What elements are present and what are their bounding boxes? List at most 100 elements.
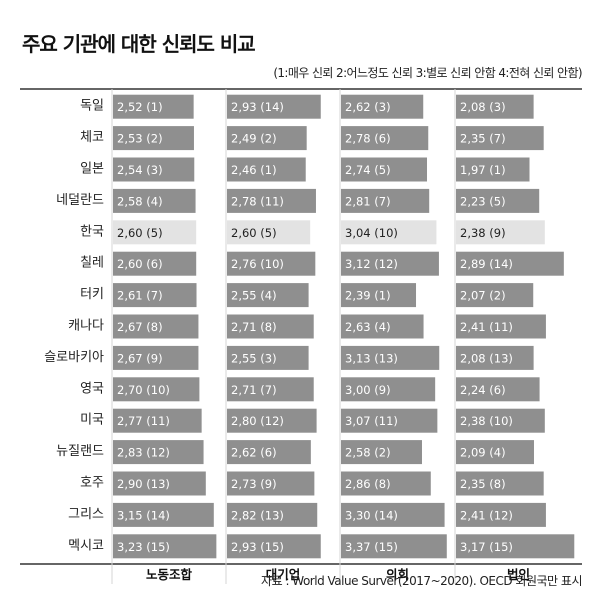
bar: [113, 220, 197, 245]
bar: [113, 126, 194, 151]
bar-value-label: 2,58 (2): [345, 446, 391, 460]
bar: [456, 283, 534, 308]
bar-value-label: 2,93 (14): [231, 100, 284, 114]
bar-value-label: 2,62 (3): [345, 100, 391, 114]
bar-value-label: 3,00 (9): [345, 383, 391, 397]
bar: [113, 377, 200, 402]
bar: [227, 502, 318, 527]
bar-value-label: 2,49 (2): [231, 132, 277, 146]
panel-title: 법인: [507, 567, 530, 582]
bar: [227, 251, 316, 276]
bar-value-label: 2,80 (12): [231, 414, 284, 428]
country-label: 그리스: [68, 507, 104, 522]
bar-value-label: 2,38 (10): [460, 414, 513, 428]
bar: [456, 188, 540, 213]
bar-value-label: 2,23 (5): [460, 194, 506, 208]
bar-value-label: 2,58 (4): [117, 194, 163, 208]
country-label: 캐나다: [68, 319, 104, 334]
bar: [113, 502, 214, 527]
bar: [456, 345, 534, 370]
bar: [113, 251, 197, 276]
bar: [456, 471, 544, 496]
bar: [341, 188, 430, 213]
bar-value-label: 3,07 (11): [345, 414, 398, 428]
country-label: 네덜란드: [56, 193, 104, 208]
bar: [341, 94, 424, 119]
bar: [227, 314, 314, 339]
country-label: 터키: [80, 287, 104, 302]
bar: [456, 220, 545, 245]
bar-value-label: 2,46 (1): [231, 163, 277, 177]
bar: [341, 502, 445, 527]
bar: [341, 220, 437, 245]
bar-value-label: 3,17 (15): [460, 540, 513, 554]
bar-value-label: 2,71 (8): [231, 320, 277, 334]
bar-value-label: 2,78 (11): [231, 194, 284, 208]
bar: [456, 251, 564, 276]
bar-value-label: 2,86 (8): [345, 477, 391, 491]
country-label: 뉴질랜드: [56, 444, 104, 459]
bar: [113, 188, 196, 213]
bar: [227, 220, 311, 245]
bar: [456, 440, 534, 465]
bar: [341, 251, 439, 276]
bar: [227, 534, 321, 559]
bar: [341, 440, 422, 465]
bar: [113, 408, 202, 433]
bar: [227, 345, 309, 370]
country-label: 체코: [80, 130, 104, 145]
panel-title: 의회: [386, 567, 409, 582]
bar-value-label: 2,70 (10): [117, 383, 170, 397]
bar: [113, 157, 195, 182]
bar: [227, 377, 314, 402]
panel-title: 노동조합: [146, 567, 193, 582]
bar-value-label: 3,15 (14): [117, 508, 170, 522]
bar-value-label: 2,07 (2): [460, 289, 506, 303]
bar-value-label: 2,53 (2): [117, 132, 163, 146]
bar: [227, 157, 306, 182]
panel-title: 대기업: [266, 567, 301, 582]
bar: [113, 283, 197, 308]
bar: [227, 283, 309, 308]
bar: [341, 314, 424, 339]
bar: [341, 471, 431, 496]
bar-value-label: 2,62 (6): [231, 446, 277, 460]
country-label: 한국: [80, 224, 104, 239]
bar: [341, 377, 436, 402]
bar-value-label: 2,08 (3): [460, 100, 506, 114]
bar-value-label: 2,90 (13): [117, 477, 170, 491]
bar-value-label: 2,24 (6): [460, 383, 506, 397]
country-label: 미국: [80, 413, 104, 428]
bar-value-label: 2,41 (11): [460, 320, 513, 334]
bar-value-label: 3,37 (15): [345, 540, 398, 554]
bar-value-label: 2,78 (6): [345, 132, 391, 146]
bar: [456, 94, 534, 119]
bar: [341, 157, 428, 182]
bar-value-label: 2,54 (3): [117, 163, 163, 177]
country-label: 영국: [80, 381, 104, 396]
bar: [456, 502, 546, 527]
bar-value-label: 2,89 (14): [460, 257, 513, 271]
bar-value-label: 2,71 (7): [231, 383, 277, 397]
bar: [456, 157, 530, 182]
bar-value-label: 2,83 (12): [117, 446, 170, 460]
bar-value-label: 3,23 (15): [117, 540, 170, 554]
bar: [227, 440, 311, 465]
bar: [456, 534, 575, 559]
bar: [113, 471, 206, 496]
bar-value-label: 2,81 (7): [345, 194, 391, 208]
bar: [227, 94, 321, 119]
bar-value-label: 2,09 (4): [460, 446, 506, 460]
bar: [341, 408, 438, 433]
bar: [227, 126, 307, 151]
bar-value-label: 2,93 (15): [231, 540, 284, 554]
bar: [456, 408, 545, 433]
bar-value-label: 2,60 (5): [231, 226, 277, 240]
country-label: 독일: [80, 99, 104, 114]
bar: [113, 314, 199, 339]
bar-value-label: 2,61 (7): [117, 289, 163, 303]
bar-value-label: 2,60 (5): [117, 226, 163, 240]
bar-value-label: 2,67 (9): [117, 351, 163, 365]
bar-value-label: 2,08 (13): [460, 351, 513, 365]
